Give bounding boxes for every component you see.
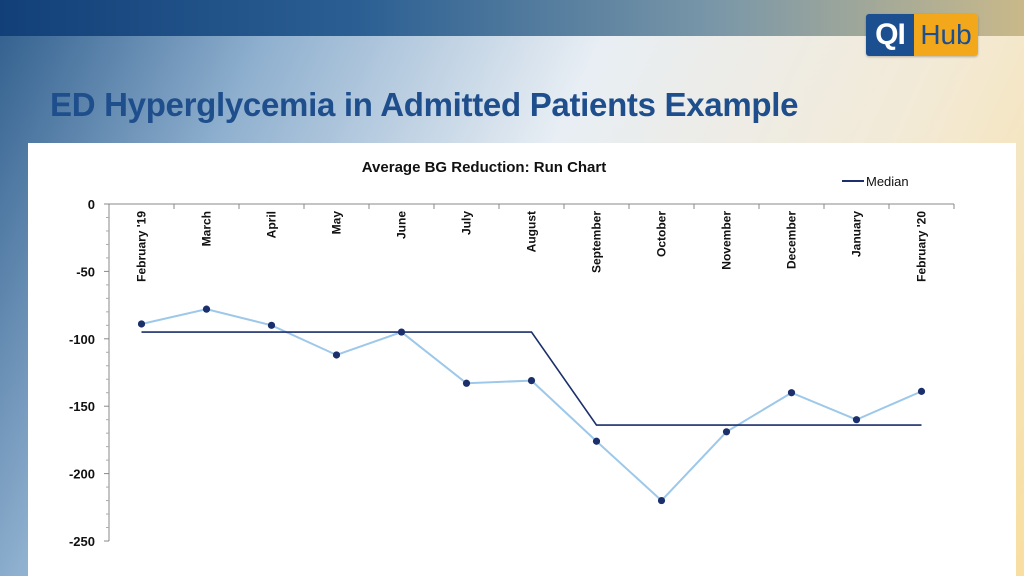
y-tick-label: -200 [69,467,95,482]
qihub-logo: QI Hub [866,14,978,56]
y-tick-label: 0 [88,197,95,212]
x-category-label: November [720,211,734,270]
y-tick-label: -50 [76,264,95,279]
legend-median-label: Median [866,174,909,189]
x-category-label: December [785,211,799,269]
chart-panel: Average BG Reduction: Run Chart Median 0… [28,143,1016,576]
x-category-label: September [590,211,604,273]
series-median-line [141,331,922,426]
y-tick-label: -150 [69,399,95,414]
data-point [592,437,601,445]
chart-title: Average BG Reduction: Run Chart [362,159,606,176]
x-category-label: January [850,211,864,257]
x-category-label: June [395,211,409,239]
x-category-label: February '20 [915,211,929,282]
y-tick-label: -250 [69,534,95,549]
x-category-label: August [525,211,539,252]
x-category-label: October [655,211,669,257]
y-tick-label: -100 [69,332,95,347]
series-avg-bg-reduction-line [141,308,922,502]
header-band [0,0,1024,36]
page-title: ED Hyperglycemia in Admitted Patients Ex… [50,86,799,123]
run-chart: Average BG Reduction: Run Chart Median 0… [69,159,955,549]
x-category-label: May [330,211,344,235]
data-point [722,428,731,436]
data-point [657,496,666,505]
logo-hub: Hub [914,14,978,56]
data-point [852,416,861,424]
x-category-label: February '19 [135,211,149,282]
data-point [137,320,146,328]
data-point [202,305,211,313]
x-category-label: July [460,211,474,235]
x-category-label: March [200,211,214,246]
x-category-label: April [265,211,279,238]
legend: Median [842,174,909,189]
data-point [267,321,276,329]
data-point [787,389,796,397]
data-point [462,379,471,387]
data-point [332,351,341,359]
data-point [917,387,926,395]
logo-qi: QI [866,14,914,56]
data-point [527,376,536,385]
